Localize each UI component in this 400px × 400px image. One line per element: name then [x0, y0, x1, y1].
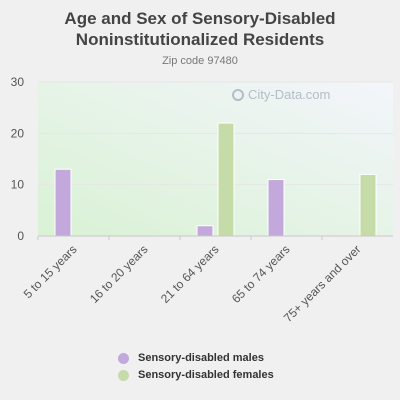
x-tick-label-2: 21 to 64 years — [158, 242, 222, 306]
bar-males-2 — [196, 225, 214, 237]
chart-title-line-1: Age and Sex of Sensory-Disabled — [64, 9, 336, 28]
magnifier-icon — [232, 88, 244, 101]
y-tick-label-30: 30 — [11, 75, 25, 89]
legend: Sensory-disabled males Sensory-disabled … — [118, 350, 274, 384]
plot-area — [38, 82, 393, 236]
bar-females-4 — [359, 173, 377, 237]
chart-subtitle: Zip code 97480 — [162, 55, 238, 67]
x-tick-label-4: 75+ years and over — [281, 242, 364, 325]
legend-item-females: Sensory-disabled females — [118, 367, 274, 383]
watermark-text: City-Data.com — [248, 87, 331, 102]
legend-swatch-females — [118, 369, 129, 381]
x-tick-label-1: 16 to 20 years — [87, 242, 151, 306]
legend-label-females: Sensory-disabled females — [138, 369, 274, 381]
y-tick-label-20: 20 — [11, 126, 25, 140]
legend-swatch-males — [118, 352, 129, 364]
x-tick-label-0: 5 to 15 years — [21, 242, 80, 301]
bar-females-2 — [217, 122, 235, 237]
y-tick-label-0: 0 — [17, 229, 24, 243]
legend-label-males: Sensory-disabled males — [138, 352, 264, 364]
chart-title: Age and Sex of Sensory-Disabled Noninsti… — [0, 8, 400, 50]
bar-males-3 — [267, 179, 285, 237]
legend-item-males: Sensory-disabled males — [118, 350, 274, 366]
watermark: City-Data.com — [232, 87, 330, 102]
y-tick-label-10: 10 — [11, 178, 25, 192]
bar-males-0 — [54, 168, 72, 237]
x-tick-label-3: 65 to 74 years — [229, 242, 293, 306]
chart-title-line-2: Noninstitutionalized Residents — [75, 30, 325, 49]
